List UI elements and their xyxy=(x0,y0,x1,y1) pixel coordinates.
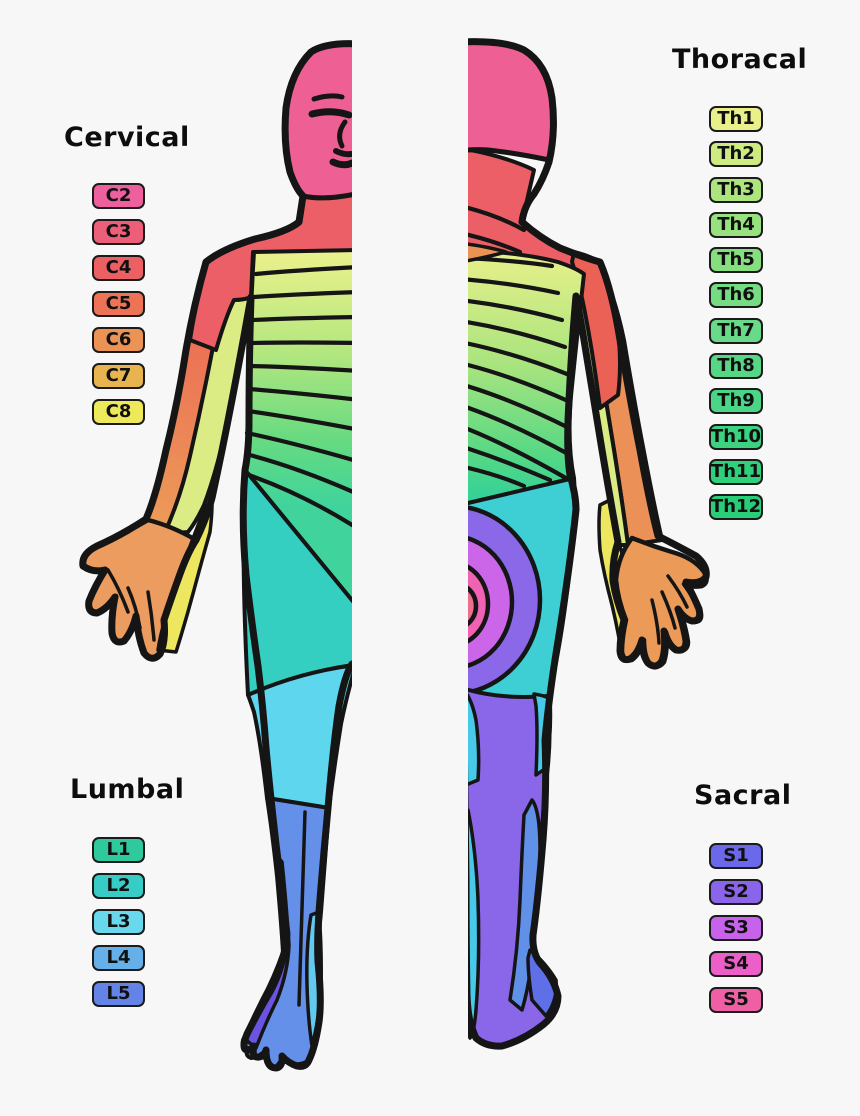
sacral-chip-list: S1 S2 S3 S4 S5 xyxy=(709,843,763,1023)
chip-label: L1 xyxy=(106,839,131,860)
chip-label: Th1 xyxy=(717,108,755,129)
chip-label: Th11 xyxy=(710,460,762,482)
dermatome-chip-th12: Th12 xyxy=(709,494,763,521)
eye-line xyxy=(308,108,352,119)
chip-label: Th6 xyxy=(717,284,755,306)
dermatome-chip-c8: C8 xyxy=(92,399,145,425)
dermatome-chip-c3: C3 xyxy=(92,219,145,245)
back-silhouette-outline xyxy=(468,38,710,1050)
chip-label: C8 xyxy=(105,401,132,422)
front-figure xyxy=(79,40,352,1072)
chip-label: Th5 xyxy=(717,249,755,271)
chip-label: Th4 xyxy=(717,213,755,235)
dermatome-chip-c5: C5 xyxy=(92,291,145,317)
chip-label: Th9 xyxy=(717,390,755,412)
chip-label: C2 xyxy=(105,185,132,206)
back-figure xyxy=(468,38,710,1050)
dermatome-chip-th7: Th7 xyxy=(709,317,763,344)
dermatome-chip-th9: Th9 xyxy=(709,388,763,415)
back-torso-stripes xyxy=(468,256,574,489)
chip-label: S2 xyxy=(723,881,749,902)
sacral-title: Sacral xyxy=(694,780,792,811)
chip-label: C4 xyxy=(105,257,132,278)
chip-label: Th7 xyxy=(717,319,755,341)
dermatome-chip-th8: Th8 xyxy=(709,353,763,380)
dermatome-chip-l4: L4 xyxy=(92,945,145,971)
thoracal-chip-list: Th1 Th2 Th3 Th4 Th5 Th6 Th7 Th8 Th9 Th10 Th11 Th12 xyxy=(709,106,763,530)
dermatome-chip-l5: L5 xyxy=(92,981,145,1007)
chip-label: S3 xyxy=(723,917,749,938)
front-torso-stripes xyxy=(243,265,352,528)
dermatome-chip-th10: Th10 xyxy=(709,423,763,450)
thoracal-title: Thoracal xyxy=(672,44,808,75)
chip-label: S4 xyxy=(723,953,749,974)
dermatome-chip-th5: Th5 xyxy=(709,247,763,274)
chip-label: Th3 xyxy=(717,178,755,200)
chip-label: L3 xyxy=(106,911,131,932)
dermatome-chip-s5: S5 xyxy=(709,987,763,1013)
chip-label: Th10 xyxy=(710,425,762,447)
front-face-features xyxy=(308,93,352,169)
chip-label: C6 xyxy=(105,329,132,350)
dermatome-chip-l2: L2 xyxy=(92,873,145,899)
chip-label: C3 xyxy=(105,221,132,242)
chip-label: Th12 xyxy=(710,496,762,518)
dermatome-chip-c7: C7 xyxy=(92,363,145,389)
back-finger-lines xyxy=(650,574,689,645)
lumbal-chip-list: L1 L2 L3 L4 L5 xyxy=(92,837,145,1017)
back-thigh-cyan-strip-left xyxy=(468,692,481,787)
dermatome-chip-l1: L1 xyxy=(92,837,145,863)
chip-label: C7 xyxy=(105,365,132,386)
chip-label: S5 xyxy=(723,989,749,1010)
buttock-ring-orchid xyxy=(468,536,515,668)
dermatome-chip-s2: S2 xyxy=(709,879,763,905)
dermatome-chip-th11: Th11 xyxy=(709,458,763,485)
front-silhouette-outline xyxy=(79,40,352,1072)
dermatome-chip-c2: C2 xyxy=(92,183,145,209)
dermatome-chip-l3: L3 xyxy=(92,909,145,935)
front-shin-divider-line xyxy=(297,810,307,1007)
dermatome-chip-s1: S1 xyxy=(709,843,763,869)
dermatome-chip-s4: S4 xyxy=(709,951,763,977)
back-neck-band-lines xyxy=(468,205,527,255)
chip-label: Th2 xyxy=(717,143,755,165)
dermatome-chip-th3: Th3 xyxy=(709,176,763,203)
nose-line xyxy=(337,119,348,149)
dermatome-chip-th4: Th4 xyxy=(709,211,763,238)
dermatome-chip-th2: Th2 xyxy=(709,141,763,168)
dermatome-chip-th6: Th6 xyxy=(709,282,763,309)
eyebrow-line xyxy=(311,93,345,102)
chip-label: L5 xyxy=(106,983,131,1004)
back-orange-sliver xyxy=(468,242,508,263)
chip-label: Th8 xyxy=(717,355,755,377)
buttock-ring-center xyxy=(468,585,479,627)
chip-label: L4 xyxy=(106,947,131,968)
chip-label: S1 xyxy=(723,845,749,866)
lumbal-title: Lumbal xyxy=(70,774,185,805)
chip-label: C5 xyxy=(105,293,132,314)
nostril-line xyxy=(333,148,352,158)
cervical-title: Cervical xyxy=(64,122,190,153)
dermatome-chip-s3: S3 xyxy=(709,915,763,941)
cervical-chip-list: C2 C3 C4 C5 C6 C7 C8 xyxy=(92,183,145,435)
dermatome-chip-c6: C6 xyxy=(92,327,145,353)
mouth-line xyxy=(329,158,352,169)
dermatome-chip-c4: C4 xyxy=(92,255,145,281)
chip-label: L2 xyxy=(106,875,131,896)
dermatome-chip-th1: Th1 xyxy=(709,106,763,132)
